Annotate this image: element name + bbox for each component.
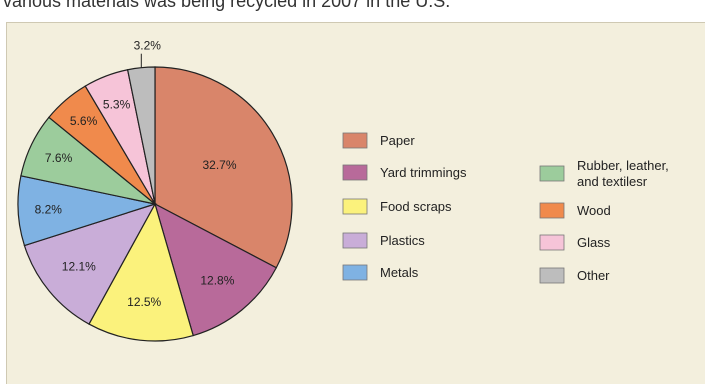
legend-swatch-metals (342, 264, 368, 281)
pie-slice-yard (154, 202, 278, 337)
legend-label-rubber: and textilesr (577, 174, 648, 189)
legend-label-yard: Yard trimmings (380, 165, 467, 180)
legend-swatch-wood (539, 202, 565, 219)
legend-swatch-food (342, 198, 368, 215)
pie-slice-food (88, 202, 194, 342)
legend-label-glass: Glass (577, 235, 611, 250)
slice-label-metals: 8.2% (35, 202, 63, 216)
legend-label-other: Other (577, 268, 610, 283)
legend-swatch-yard (342, 164, 368, 181)
pie-slice-labels: 32.7% 12.8% 12.5% 12.1% 8.2% 7.6% 5.6% 5.3% 3.2% (35, 39, 237, 309)
legend-label-rubber: Rubber, leather, (577, 158, 669, 173)
chart-caption: various materials was being recycled in … (3, 0, 451, 11)
slice-label-other: 3.2% (134, 39, 162, 53)
slice-label-rubber: 7.6% (45, 151, 73, 165)
legend-swatch-plastics (342, 232, 368, 249)
legend-swatch-glass (539, 234, 565, 251)
slice-label-plastics: 12.1% (62, 260, 96, 274)
legend: Paper Yard trimmings Food scraps Plastics Me… (342, 132, 669, 284)
pie-slice-plastics (23, 202, 157, 325)
pie-slice-paper (154, 66, 293, 269)
slice-label-food: 12.5% (127, 295, 161, 309)
pie-slices (17, 66, 293, 342)
legend-swatch-rubber (539, 165, 565, 182)
legend-label-food: Food scraps (380, 199, 452, 214)
legend-swatch-paper (342, 132, 368, 149)
legend-label-metals: Metals (380, 265, 419, 280)
slice-label-glass: 5.3% (103, 97, 131, 111)
slice-label-paper: 32.7% (202, 158, 236, 172)
slice-label-wood: 5.6% (70, 114, 98, 128)
slice-label-yard: 12.8% (200, 273, 234, 287)
legend-label-wood: Wood (577, 203, 611, 218)
legend-label-plastics: Plastics (380, 233, 425, 248)
legend-swatch-other (539, 267, 565, 284)
legend-label-paper: Paper (380, 133, 415, 148)
